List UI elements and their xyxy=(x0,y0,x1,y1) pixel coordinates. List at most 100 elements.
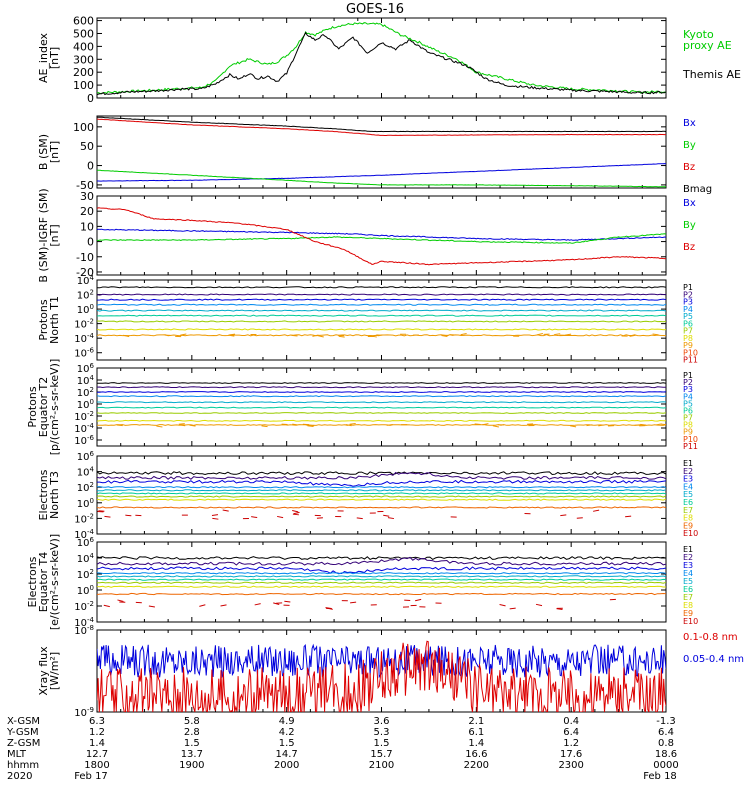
panel-data xyxy=(97,640,666,712)
panel-frame xyxy=(96,115,667,189)
channel-line xyxy=(97,286,666,289)
y-axis-label: North T1 xyxy=(48,296,61,344)
sparse-dash xyxy=(316,517,323,519)
y-tick-label: 400 xyxy=(73,40,94,53)
sparse-dash xyxy=(482,423,489,426)
y-tick-label: 10-4 xyxy=(74,528,94,541)
legend-label: E8 xyxy=(683,601,693,610)
legend-label: P7 xyxy=(683,414,693,423)
legend-label: E10 xyxy=(683,529,698,538)
channel-line xyxy=(97,556,666,560)
sparse-dash xyxy=(640,423,647,426)
channel-line xyxy=(97,395,666,398)
y-axis-label: [p/(cm²-s-sr-keV)] xyxy=(48,359,61,456)
sparse-dash xyxy=(222,509,229,512)
y-tick-label: 106 xyxy=(77,536,95,549)
channel-line xyxy=(97,382,666,384)
y-tick-label: 0 xyxy=(87,160,94,173)
y-axis-label: [e/(cm²-s-sr-keV)] xyxy=(48,534,61,630)
sparse-dash xyxy=(148,605,155,608)
legend-label: P8 xyxy=(683,334,693,343)
info-row-value: 2000 xyxy=(274,760,299,771)
info-row-value: 14.7 xyxy=(276,749,298,760)
legend-label: P6 xyxy=(683,406,693,415)
info-row-value: 1900 xyxy=(179,760,204,771)
sparse-dash xyxy=(586,424,593,427)
sparse-dash xyxy=(383,514,390,517)
channel-line xyxy=(97,585,666,588)
y-tick-label: 10-2 xyxy=(74,410,94,423)
legend-label: Themis AE xyxy=(682,68,741,81)
legend-label: P7 xyxy=(683,327,693,336)
sparse-dash xyxy=(560,514,567,517)
y-axis-label: Protons xyxy=(26,386,39,427)
info-row-value: 1.5 xyxy=(184,738,200,749)
legend-label: P11 xyxy=(683,442,698,451)
y-axis-label: Equator T4 xyxy=(37,552,50,612)
panel-frame xyxy=(96,17,667,99)
sparse-dash xyxy=(199,604,206,607)
sparse-dash xyxy=(356,517,363,520)
panel-data xyxy=(97,207,666,266)
sparse-dash xyxy=(598,424,605,427)
legend-label: E10 xyxy=(683,617,698,626)
sparse-dash xyxy=(293,511,300,515)
info-row-value: 1.2 xyxy=(89,727,105,738)
info-row-value: 2100 xyxy=(369,760,394,771)
series-line xyxy=(97,169,666,188)
legend-label: E7 xyxy=(683,593,693,602)
y-axis-label: [W/m²] xyxy=(48,652,61,690)
sparse-dash xyxy=(593,509,600,512)
y-tick-label: 102 xyxy=(77,481,94,494)
sparse-dash xyxy=(509,607,516,610)
y-tick-label: 0 xyxy=(87,236,94,249)
info-row-name: hhmm xyxy=(7,760,39,771)
y-tick-label: 100 xyxy=(77,584,94,597)
channel-line xyxy=(97,556,666,566)
info-row-value: 0000 xyxy=(653,760,678,771)
info-row-value: 2.8 xyxy=(184,727,200,738)
y-tick-label: 10-4 xyxy=(74,422,94,435)
y-axis-label: Xray flux xyxy=(37,646,50,696)
legend-label: E5 xyxy=(683,490,693,499)
sparse-dash xyxy=(415,598,422,602)
info-row-value: 3.6 xyxy=(374,716,390,727)
channel-line xyxy=(97,572,666,575)
legend-label: By xyxy=(683,220,696,231)
y-tick-label: 100 xyxy=(77,303,94,316)
y-tick-label: 10-6 xyxy=(74,434,94,447)
info-row-value: 12.7 xyxy=(86,749,108,760)
y-tick-label: 104 xyxy=(77,552,95,565)
sparse-dash xyxy=(104,515,111,518)
channel-line xyxy=(97,495,666,498)
channel-line xyxy=(97,314,666,317)
legend-label: E6 xyxy=(683,585,693,594)
y-tick-label: 600 xyxy=(73,15,94,28)
xray-line xyxy=(97,643,666,679)
sparse-dash xyxy=(569,425,577,428)
sparse-dash xyxy=(284,600,291,603)
channel-line xyxy=(97,471,666,476)
sparse-dash xyxy=(179,424,186,427)
info-row-value: 1800 xyxy=(84,760,109,771)
sparse-dash xyxy=(629,334,636,337)
y-tick-label: 10 xyxy=(80,220,94,233)
legend-label: E8 xyxy=(683,514,693,523)
series-line xyxy=(97,228,666,241)
legend-label: P3 xyxy=(683,298,693,307)
info-row-value: 13.7 xyxy=(181,749,203,760)
channel-line xyxy=(97,479,666,487)
sparse-dash xyxy=(103,604,110,608)
legend-label: E1 xyxy=(683,545,693,554)
channel-line xyxy=(97,506,666,509)
panel-data xyxy=(97,22,666,96)
info-row-value: 0.4 xyxy=(563,716,579,727)
info-row-hhmm: hhmm 1800 1900 2000 2100 2200 2300 0000 xyxy=(7,760,679,771)
legend-label: E3 xyxy=(683,561,693,570)
y-axis-label: B (SM) xyxy=(37,134,50,170)
sparse-dash xyxy=(180,333,187,336)
sparse-dash xyxy=(292,423,299,426)
legend-label: E9 xyxy=(683,609,693,618)
